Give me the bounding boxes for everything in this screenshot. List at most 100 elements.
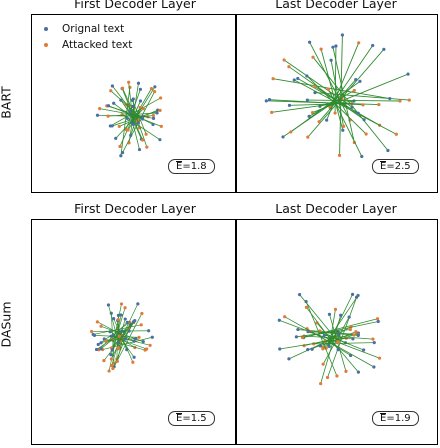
attacked-point — [398, 99, 402, 103]
original-point — [150, 335, 154, 339]
original-point — [278, 347, 282, 351]
original-point — [382, 47, 386, 51]
attacked-point — [116, 346, 120, 350]
original-point — [287, 357, 291, 361]
shift-line — [113, 102, 138, 122]
shift-line — [111, 303, 139, 360]
original-point — [99, 347, 103, 351]
original-point — [331, 45, 335, 49]
shift-line — [306, 75, 367, 135]
shift-line — [132, 106, 148, 148]
attacked-point — [361, 103, 365, 107]
original-point — [106, 303, 111, 307]
attacked-point — [120, 86, 125, 90]
shift-line — [117, 320, 136, 349]
original-point — [296, 76, 300, 81]
attacked-point — [394, 132, 398, 136]
e-box-bart-first: E=1.8 — [168, 159, 215, 174]
original-point — [95, 113, 100, 117]
original-point — [306, 348, 310, 352]
original-point — [92, 333, 97, 337]
shift-line — [96, 327, 130, 350]
shift-line — [111, 307, 126, 351]
shift-line — [318, 79, 357, 122]
attacked-point — [321, 347, 325, 351]
original-point — [129, 133, 133, 137]
attacked-point — [407, 98, 411, 102]
attacked-point — [311, 55, 315, 59]
attacked-point — [158, 96, 163, 100]
shift-line — [108, 314, 122, 372]
original-point — [119, 313, 123, 317]
shift-line — [303, 335, 353, 340]
shift-line — [111, 335, 147, 350]
original-point — [352, 99, 356, 103]
attacked-point — [313, 85, 317, 89]
shift-line — [307, 331, 338, 342]
shift-line — [119, 336, 135, 358]
original-point — [376, 319, 380, 324]
original-point — [151, 116, 156, 120]
original-point — [277, 318, 281, 322]
attacked-point — [333, 307, 338, 311]
attacked-point — [317, 120, 321, 124]
attacked-point — [377, 103, 381, 107]
attacked-point — [304, 305, 308, 309]
attacked-point — [106, 114, 110, 118]
original-point — [128, 110, 132, 114]
attacked-point — [109, 357, 113, 361]
shift-line — [132, 100, 147, 135]
attacked-point — [149, 87, 154, 91]
attacked-point — [118, 144, 122, 149]
original-point — [158, 138, 162, 142]
shift-line — [125, 89, 141, 130]
attacked-point — [115, 359, 119, 363]
legend: Orignal text Attacked text — [44, 21, 132, 53]
attacked-point — [326, 87, 330, 91]
original-point — [136, 121, 140, 125]
attacked-point — [158, 108, 162, 112]
original-point — [119, 154, 123, 158]
shift-line — [98, 322, 130, 345]
attacked-point — [344, 369, 348, 373]
original-point — [137, 147, 142, 152]
attacked-point — [335, 374, 339, 378]
attacked-point — [357, 41, 361, 45]
legend-marker-original — [44, 27, 48, 31]
attacked-point — [127, 80, 131, 84]
original-point — [112, 317, 116, 321]
shift-line — [115, 108, 144, 139]
attacked-point — [300, 335, 304, 340]
shift-line — [294, 79, 397, 135]
original-point — [130, 98, 135, 102]
attacked-point — [141, 138, 145, 142]
attacked-point — [126, 128, 130, 132]
e-symbol: E — [176, 413, 183, 424]
attacked-point — [107, 369, 111, 373]
original-point — [305, 74, 309, 78]
attacked-point — [144, 132, 148, 136]
shift-line — [113, 313, 143, 367]
attacked-point — [117, 124, 121, 129]
attacked-point — [138, 105, 142, 110]
e-symbol: E — [380, 413, 387, 424]
original-point — [153, 85, 157, 89]
original-point — [354, 78, 358, 82]
attacked-point — [123, 306, 127, 310]
e-value: 2.5 — [394, 161, 411, 172]
attacked-point — [310, 110, 315, 115]
col-title-first-bottom: First Decoder Layer — [74, 201, 196, 216]
shift-line — [302, 321, 379, 338]
attacked-point — [348, 327, 352, 332]
original-point — [94, 347, 99, 352]
original-point — [362, 348, 366, 352]
original-point — [114, 136, 118, 140]
attacked-point — [319, 47, 323, 51]
attacked-point — [102, 359, 106, 363]
e-symbol: E — [176, 161, 183, 172]
shift-line — [306, 307, 339, 350]
original-point — [292, 78, 296, 82]
panel-bart-first: Orignal text Attacked text E=1.8 — [31, 14, 236, 193]
original-point — [334, 44, 338, 48]
shift-line — [307, 99, 401, 102]
